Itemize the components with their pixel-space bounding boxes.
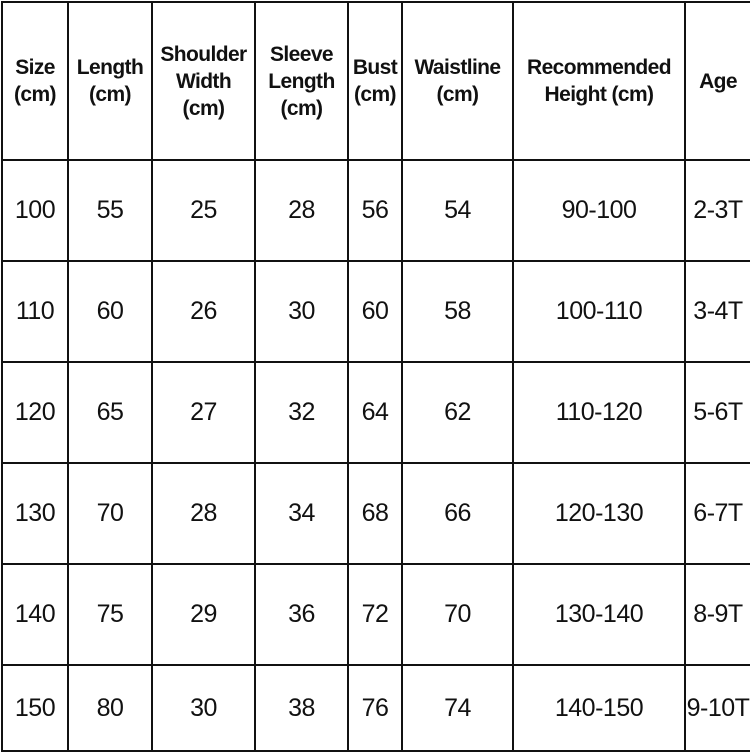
data-row: 120 65 27 32 64 62 110-120 5-6T: [1, 361, 750, 464]
header-text: (cm): [280, 96, 324, 120]
header-text: (cm): [354, 83, 397, 106]
header-text: (cm): [436, 83, 480, 106]
cell: 30: [254, 260, 349, 363]
header-text: Recommended: [527, 56, 672, 79]
header-text: Sleeve: [270, 42, 334, 66]
header-cell: Recommended Height (cm): [512, 1, 686, 161]
header-cell: Sleeve Length (cm): [254, 1, 349, 161]
cell: 28: [254, 159, 349, 262]
header-text: Length: [268, 69, 335, 93]
header-row: Size (cm) Length (cm) Shoulder Width (cm) Sleev…: [1, 1, 750, 161]
cell: 64: [347, 361, 403, 464]
cell: 54: [401, 159, 514, 262]
cell: 76: [347, 664, 403, 752]
cell: 56: [347, 159, 403, 262]
cell: 140: [1, 563, 69, 666]
cell: 27: [151, 361, 256, 464]
header-text: (cm): [89, 83, 132, 106]
cell: 90-100: [512, 159, 686, 262]
cell: 70: [67, 462, 153, 565]
header-text: Width: [175, 69, 232, 93]
cell: 140-150: [512, 664, 686, 752]
cell: 74: [401, 664, 514, 752]
cell: 55: [67, 159, 153, 262]
cell: 5-6T: [684, 361, 750, 464]
cell: 150: [1, 664, 69, 752]
cell: 66: [401, 462, 514, 565]
header-text: Size: [15, 56, 55, 79]
header-text: (cm): [14, 83, 57, 106]
cell: 34: [254, 462, 349, 565]
header-text: Height (cm): [544, 83, 655, 106]
header-text: Shoulder: [160, 42, 247, 66]
cell: 2-3T: [684, 159, 750, 262]
header-cell: Bust (cm): [347, 1, 403, 161]
header-text: Age: [699, 69, 737, 93]
cell: 62: [401, 361, 514, 464]
data-row: 140 75 29 36 72 70 130-140 8-9T: [1, 563, 750, 666]
cell: 100: [1, 159, 69, 262]
header-cell: Shoulder Width (cm): [151, 1, 256, 161]
header-cell: Length (cm): [67, 1, 153, 161]
cell: 110: [1, 260, 69, 363]
cell: 60: [67, 260, 153, 363]
cell: 29: [151, 563, 256, 666]
header-cell: Age: [684, 1, 750, 161]
cell: 3-4T: [684, 260, 750, 363]
cell: 130-140: [512, 563, 686, 666]
data-row: 110 60 26 30 60 58 100-110 3-4T: [1, 260, 750, 363]
cell: 25: [151, 159, 256, 262]
cell: 9-10T: [684, 664, 750, 752]
cell: 75: [67, 563, 153, 666]
cell: 28: [151, 462, 256, 565]
cell: 38: [254, 664, 349, 752]
cell: 100-110: [512, 260, 686, 363]
header-cell: Waistline (cm): [401, 1, 514, 161]
cell: 32: [254, 361, 349, 464]
data-row: 100 55 25 28 56 54 90-100 2-3T: [1, 159, 750, 262]
cell: 26: [151, 260, 256, 363]
cell: 72: [347, 563, 403, 666]
cell: 30: [151, 664, 256, 752]
data-row: 150 80 30 38 76 74 140-150 9-10T: [1, 664, 750, 752]
cell: 58: [401, 260, 514, 363]
cell: 130: [1, 462, 69, 565]
cell: 60: [347, 260, 403, 363]
header-text: Waistline: [414, 56, 501, 79]
cell: 110-120: [512, 361, 686, 464]
header-cell: Size (cm): [1, 1, 69, 161]
cell: 6-7T: [684, 462, 750, 565]
cell: 65: [67, 361, 153, 464]
header-text: Bust: [352, 56, 398, 79]
cell: 68: [347, 462, 403, 565]
data-row: 130 70 28 34 68 66 120-130 6-7T: [1, 462, 750, 565]
cell: 70: [401, 563, 514, 666]
header-text: (cm): [182, 96, 226, 120]
table-body: 100 55 25 28 56 54 90-100 2-3T 110 60 26 30 60 58 100-…: [1, 159, 750, 752]
cell: 36: [254, 563, 349, 666]
cell: 8-9T: [684, 563, 750, 666]
cell: 80: [67, 664, 153, 752]
header-text: Length: [76, 56, 144, 79]
cell: 120-130: [512, 462, 686, 565]
cell: 120: [1, 361, 69, 464]
